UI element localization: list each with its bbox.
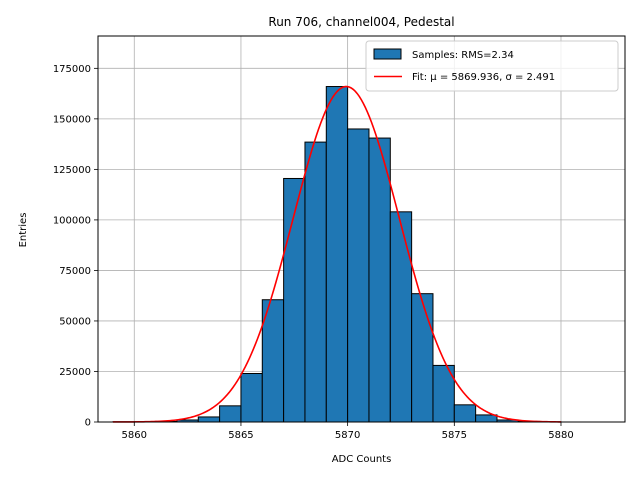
histogram-bar: [304, 141, 327, 423]
y-tick-label: 50000: [59, 316, 91, 327]
y-tick-label: 125000: [53, 165, 91, 176]
x-tick-label: 5860: [122, 430, 147, 441]
chart-title: Run 706, channel004, Pedestal: [268, 15, 454, 29]
y-tick-label: 175000: [53, 64, 91, 75]
histogram-bar: [453, 404, 477, 423]
plot-frame: [97, 35, 626, 423]
x-tick-label: 5870: [335, 430, 360, 441]
histogram-bar: [389, 211, 413, 423]
histogram-bar: [368, 137, 391, 423]
y-tick-label: 150000: [53, 114, 91, 125]
legend-frame: [365, 40, 619, 92]
y-tick-label: 100000: [53, 215, 91, 226]
x-tick-label: 5880: [548, 430, 573, 441]
x-tick-label: 5865: [228, 430, 253, 441]
x-tick-label: 5875: [442, 430, 467, 441]
legend-label-fit: Fit: μ = 5869.936, σ = 2.491: [412, 72, 555, 83]
legend: Samples: RMS=2.34 Fit: μ = 5869.936, σ =…: [365, 40, 619, 92]
legend-label-samples: Samples: RMS=2.34: [412, 50, 514, 61]
fit-curve: [112, 85, 561, 423]
histogram-bar: [325, 86, 349, 423]
y-axis-label: Entries: [18, 213, 29, 248]
histogram-bar: [411, 293, 434, 423]
histogram-bar: [240, 372, 263, 423]
histogram-bar: [197, 416, 221, 423]
y-axis: 0 25000 50000 75000 100000 125000 150000 175000: [53, 64, 98, 429]
x-axis: 5860 5865 5870 5875 5880: [122, 422, 574, 441]
legend-swatch-samples: [373, 48, 402, 60]
x-axis-label: ADC Counts: [332, 454, 392, 465]
histogram-bar: [475, 414, 498, 423]
y-tick-label: 25000: [59, 367, 91, 378]
histogram-bar: [219, 405, 242, 423]
y-tick-label: 0: [85, 418, 91, 429]
y-tick-label: 75000: [59, 266, 91, 277]
histogram-bars: [112, 86, 562, 423]
fit-curve-layer: [112, 85, 561, 423]
histogram-bar: [347, 128, 370, 423]
